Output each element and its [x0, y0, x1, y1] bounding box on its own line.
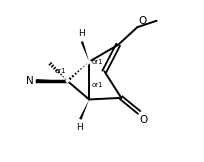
Text: O: O: [140, 115, 148, 125]
Text: N: N: [26, 76, 34, 86]
Text: or1: or1: [54, 68, 66, 74]
Text: H: H: [78, 29, 84, 38]
Text: or1: or1: [92, 81, 104, 87]
Text: or1: or1: [92, 59, 104, 65]
Polygon shape: [36, 79, 68, 83]
Text: O: O: [138, 16, 146, 26]
Polygon shape: [81, 41, 89, 62]
Text: H: H: [76, 123, 83, 132]
Polygon shape: [79, 99, 89, 120]
